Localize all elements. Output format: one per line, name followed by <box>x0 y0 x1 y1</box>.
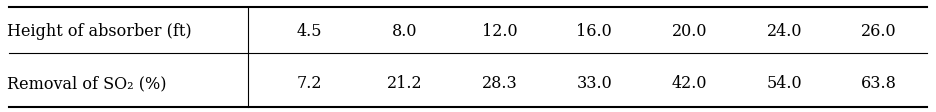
Text: 63.8: 63.8 <box>861 74 897 91</box>
Text: 21.2: 21.2 <box>387 74 422 91</box>
Text: 24.0: 24.0 <box>767 23 802 40</box>
Text: Removal of SO₂ (%): Removal of SO₂ (%) <box>7 74 167 91</box>
Text: 4.5: 4.5 <box>297 23 322 40</box>
Text: 7.2: 7.2 <box>297 74 322 91</box>
Text: 8.0: 8.0 <box>392 23 417 40</box>
Text: 12.0: 12.0 <box>482 23 518 40</box>
Text: 42.0: 42.0 <box>671 74 707 91</box>
Text: 33.0: 33.0 <box>577 74 612 91</box>
Text: 26.0: 26.0 <box>861 23 897 40</box>
Text: Height of absorber (ft): Height of absorber (ft) <box>7 23 192 40</box>
Text: 16.0: 16.0 <box>577 23 612 40</box>
Text: 20.0: 20.0 <box>671 23 707 40</box>
Text: 54.0: 54.0 <box>767 74 802 91</box>
Text: 28.3: 28.3 <box>481 74 518 91</box>
